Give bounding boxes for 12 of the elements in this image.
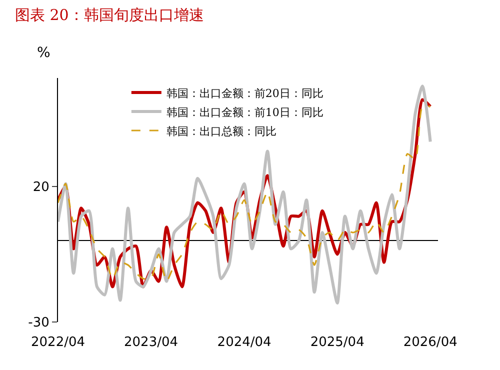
legend-label: 韩国：出口金额：前20日：同比: [166, 86, 324, 100]
x-tick-label: 2023/04: [124, 335, 178, 350]
y-axis-title: %: [37, 45, 50, 61]
x-tick-label: 2024/04: [217, 335, 272, 350]
x-tick-label: 2026/04: [403, 335, 458, 350]
y-tick-label: 20: [32, 180, 50, 195]
chart-title: 图表 20：韩国旬度出口增速: [15, 6, 204, 24]
y-tick-label: -30: [28, 316, 50, 331]
x-tick-label: 2022/04: [30, 335, 86, 350]
legend-label: 韩国：出口总额：同比: [166, 124, 276, 138]
x-tick-label: 2025/04: [310, 335, 364, 350]
legend-label: 韩国：出口金额：前10日：同比: [166, 106, 324, 119]
